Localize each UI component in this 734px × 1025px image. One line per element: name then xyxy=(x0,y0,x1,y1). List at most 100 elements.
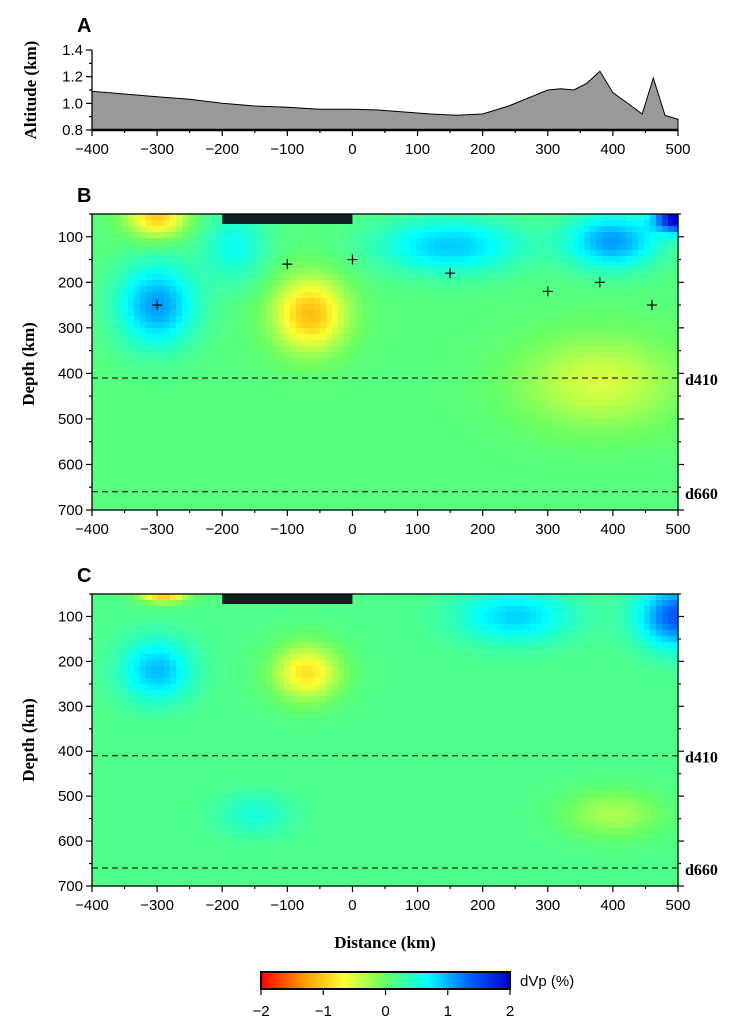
field-cell xyxy=(548,508,555,511)
field-cell xyxy=(458,340,465,347)
field-cell xyxy=(152,388,159,395)
field-cell xyxy=(662,484,669,491)
field-cell xyxy=(152,454,159,461)
field-cell xyxy=(548,412,555,419)
field-cell xyxy=(170,424,177,431)
field-cell xyxy=(92,382,99,389)
field-cell xyxy=(98,430,105,437)
field-cell xyxy=(482,496,489,503)
field-cell xyxy=(602,430,609,437)
field-cell xyxy=(596,346,603,353)
field-cell xyxy=(320,226,327,233)
field-cell xyxy=(416,358,423,365)
field-cell xyxy=(602,508,609,511)
field-cell xyxy=(254,364,261,371)
field-cell xyxy=(458,370,465,377)
field-cell xyxy=(122,472,129,479)
field-cell xyxy=(344,244,351,251)
field-cell xyxy=(368,304,375,311)
field-cell xyxy=(242,250,249,257)
field-cell xyxy=(218,508,225,511)
field-cell xyxy=(326,430,333,437)
field-cell xyxy=(320,370,327,377)
field-cell xyxy=(446,250,453,257)
field-cell xyxy=(98,328,105,335)
field-cell xyxy=(194,436,201,443)
field-cell xyxy=(458,436,465,443)
field-cell xyxy=(386,460,393,467)
field-cell xyxy=(620,262,627,269)
field-cell xyxy=(368,406,375,413)
field-cell xyxy=(416,400,423,407)
field-cell xyxy=(518,316,525,323)
field-cell xyxy=(128,268,135,275)
field-cell xyxy=(98,490,105,497)
field-cell xyxy=(116,280,123,287)
field-cell xyxy=(374,502,381,509)
field-cell xyxy=(350,388,357,395)
field-cell xyxy=(572,460,579,467)
field-cell xyxy=(248,286,255,293)
field-cell xyxy=(644,466,651,473)
field-cell xyxy=(374,394,381,401)
field-cell xyxy=(524,328,531,335)
field-cell xyxy=(236,280,243,287)
field-cell xyxy=(464,304,471,311)
field-cell xyxy=(176,340,183,347)
field-cell xyxy=(572,298,579,305)
field-cell xyxy=(536,406,543,413)
field-cell xyxy=(290,250,297,257)
field-cell xyxy=(332,370,339,377)
field-cell xyxy=(500,382,507,389)
field-cell xyxy=(566,244,573,251)
field-cell xyxy=(536,448,543,455)
field-cell xyxy=(110,442,117,449)
field-cell xyxy=(566,418,573,425)
field-cell xyxy=(266,406,273,413)
field-cell xyxy=(536,358,543,365)
field-cell xyxy=(608,244,615,251)
field-cell xyxy=(284,424,291,431)
field-cell xyxy=(440,226,447,233)
field-cell xyxy=(596,364,603,371)
field-cell xyxy=(428,400,435,407)
field-cell xyxy=(356,502,363,509)
field-cell xyxy=(182,322,189,329)
field-cell xyxy=(560,454,567,461)
field-cell xyxy=(326,388,333,395)
field-cell xyxy=(212,280,219,287)
field-cell xyxy=(368,364,375,371)
field-cell xyxy=(254,340,261,347)
field-cell xyxy=(614,316,621,323)
field-cell xyxy=(380,358,387,365)
field-cell xyxy=(668,472,675,479)
field-cell xyxy=(482,232,489,239)
field-cell xyxy=(326,502,333,509)
field-cell xyxy=(380,388,387,395)
field-cell xyxy=(248,316,255,323)
field-cell xyxy=(428,304,435,311)
field-cell xyxy=(170,472,177,479)
field-cell xyxy=(194,490,201,497)
field-cell xyxy=(206,376,213,383)
field-cell xyxy=(278,286,285,293)
field-cell xyxy=(614,262,621,269)
field-cell xyxy=(188,412,195,419)
field-cell xyxy=(182,292,189,299)
field-cell xyxy=(590,328,597,335)
field-cell xyxy=(236,244,243,251)
field-cell xyxy=(110,460,117,467)
field-cell xyxy=(260,496,267,503)
field-cell xyxy=(440,508,447,511)
field-cell xyxy=(536,478,543,485)
field-cell xyxy=(488,448,495,455)
field-cell xyxy=(266,364,273,371)
field-cell xyxy=(146,394,153,401)
field-cell xyxy=(470,346,477,353)
field-cell xyxy=(134,328,141,335)
field-cell xyxy=(434,454,441,461)
field-cell xyxy=(122,442,129,449)
field-cell xyxy=(356,214,363,221)
field-cell xyxy=(578,346,585,353)
field-cell xyxy=(386,220,393,227)
